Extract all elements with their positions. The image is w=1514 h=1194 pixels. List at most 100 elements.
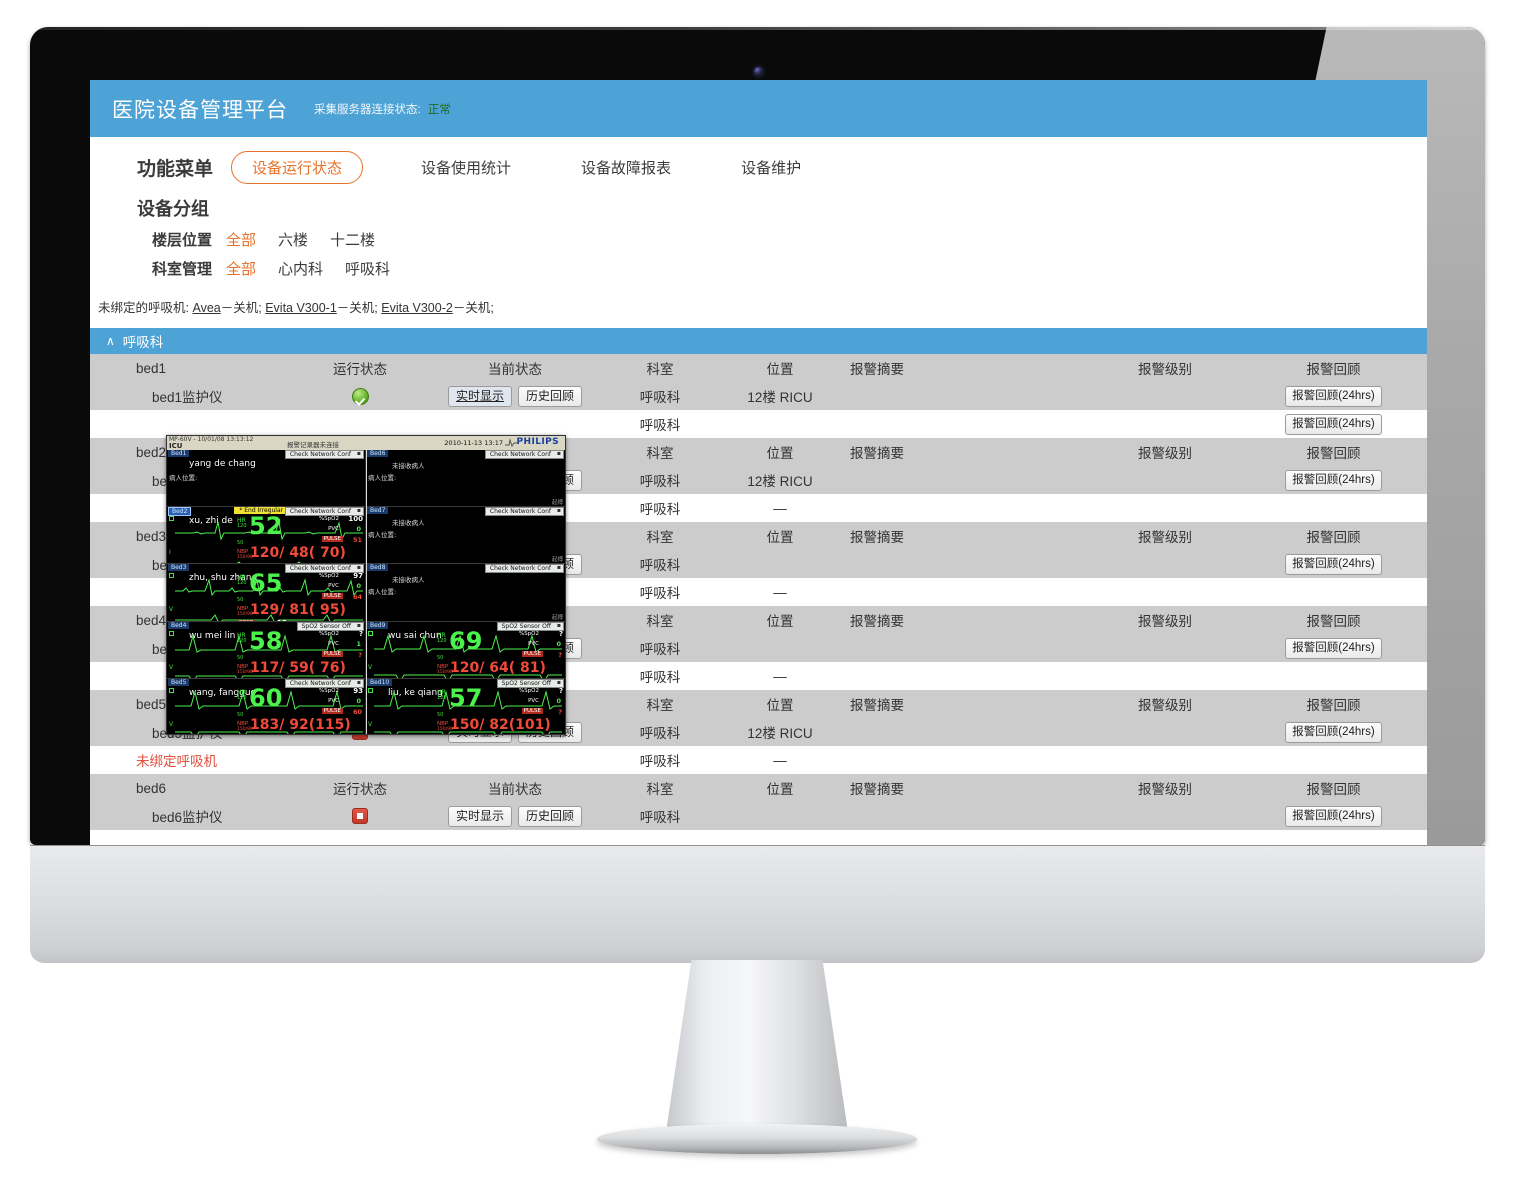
monitor-tile-bed7[interactable]: Bed7 Check Network Conf 未接收病人 病人位置: 起搏	[366, 507, 565, 565]
filter-floor-6f[interactable]: 六楼	[278, 232, 309, 249]
alarm-level-cell	[1090, 466, 1240, 494]
alarm-review-button[interactable]: 报警回顾(24hrs)	[1285, 413, 1382, 435]
run-status-cell	[290, 746, 430, 774]
alarm-level-cell	[1090, 410, 1240, 438]
ventilator-name	[90, 410, 290, 438]
alarm-summary-cell	[840, 578, 1090, 606]
tab-usage-stats[interactable]: 设备使用统计	[421, 160, 512, 177]
chevron-up-icon[interactable]: ∧	[106, 334, 115, 348]
filter-floor-all[interactable]: 全部	[226, 232, 257, 249]
pvc-value: 0	[556, 696, 561, 705]
tab-fault-report[interactable]: 设备故障报表	[581, 160, 672, 177]
pacer-label: 起搏	[551, 500, 563, 507]
network-conf-dropdown[interactable]: Check Network Conf	[484, 564, 564, 574]
device-name: bed1监护仪	[152, 390, 223, 405]
live-display-button[interactable]: 实时显示	[447, 805, 512, 827]
filter-dept-all[interactable]: 全部	[226, 261, 257, 278]
bed-label: Bed8	[367, 564, 389, 572]
filter-dept-respiratory[interactable]: 呼吸科	[345, 261, 391, 278]
monitor-tile-bed6[interactable]: Bed6 Check Network Conf 未接收病人 病人位置: 起搏	[366, 450, 565, 508]
alarm-review-button[interactable]: 报警回顾(24hrs)	[1285, 637, 1382, 659]
run-status-cell	[290, 802, 430, 830]
location-cell: 12楼 RICU	[747, 390, 813, 405]
header-alarm-review: 报警回顾	[1306, 362, 1361, 377]
hr-label: HR	[237, 688, 246, 696]
header-run-status: 运行状态	[333, 782, 387, 797]
pvc-value: 0	[556, 639, 561, 648]
tab-device-status[interactable]: 设备运行状态	[231, 151, 364, 184]
monitor-tile-bed4[interactable]: Bed4 SpO2 Sensor Off wu mei lin V HR 120…	[167, 621, 365, 679]
header-current-status: 当前状态	[488, 782, 542, 797]
resp-value: 16	[477, 734, 487, 735]
bezel-highlight	[30, 27, 1485, 30]
monitor-tile-bed2[interactable]: Bed2 * End Irregular HR Check Network Co…	[167, 507, 365, 565]
unbound-device-avea[interactable]: Avea	[192, 301, 221, 315]
ecg-lead-ii-icon	[169, 516, 174, 523]
alarm-summary-cell	[840, 746, 1090, 774]
monitor-tile-bed1[interactable]: Bed1 Check Network Conf yang de chang 病人…	[167, 450, 365, 508]
network-conf-dropdown[interactable]: Check Network Conf	[484, 450, 564, 459]
alarm-summary-cell	[840, 382, 1090, 410]
header-bed-id: bed3	[136, 528, 167, 544]
location-cell: 12楼 RICU	[747, 726, 813, 741]
monitor-timestamp: 2010-11-13 13:17	[444, 439, 503, 447]
monitor-tile-bed9[interactable]: Bed9 SpO2 Sensor Off wu sai chun V HR 12…	[366, 621, 565, 679]
spo2-sensor-status[interactable]: SpO2 Sensor Off	[496, 678, 564, 688]
live-display-button[interactable]: 实时显示	[447, 385, 512, 407]
spo2-label: %SpO2	[318, 687, 339, 694]
network-conf-dropdown[interactable]: Check Network Conf	[484, 507, 564, 517]
network-conf-dropdown[interactable]: Check Network Conf	[284, 450, 364, 459]
monitor-tile-bed5[interactable]: Bed5 Check Network Conf wang, fangguo V …	[167, 678, 365, 734]
alarm-review-cell: 报警回顾(24hrs)	[1240, 802, 1427, 830]
header-alarm-summary: 报警摘要	[850, 698, 904, 713]
network-conf-dropdown[interactable]: Check Network Conf	[284, 507, 364, 517]
pulse-label: PULSE	[521, 650, 543, 657]
pvc-value: 0	[356, 582, 361, 591]
stop-square-icon	[352, 808, 368, 825]
alarm-review-button[interactable]: 报警回顾(24hrs)	[1285, 469, 1382, 491]
header-bed-id: bed6	[136, 780, 167, 796]
philips-monitor-overlay[interactable]: MP-60V - 10/01/08 13:13:12 ICU 报警记录器未连接 …	[166, 435, 566, 735]
current-status-cell: 实时显示历史回顾	[430, 802, 600, 830]
alarm-level-cell	[1090, 550, 1240, 578]
network-conf-dropdown[interactable]: Check Network Conf	[284, 564, 364, 574]
network-conf-dropdown[interactable]: Check Network Conf	[284, 678, 364, 688]
tab-maintenance[interactable]: 设备维护	[741, 160, 802, 177]
ecg-waveform-bottom	[374, 674, 562, 678]
unbound-device-evita-1[interactable]: Evita V300-1	[265, 301, 337, 315]
vitals-numbers-bed3: HR 120 50 65 %SpO2 97 PVC 0 PULSE 64 NBP	[237, 570, 365, 621]
header-bed-id: bed5	[136, 696, 167, 712]
header-run-status: 运行状态	[333, 362, 387, 377]
spo2-sensor-status[interactable]: SpO2 Sensor Off	[496, 621, 564, 631]
pvc-label: PVC	[528, 640, 539, 647]
alarm-review-button[interactable]: 报警回顾(24hrs)	[1285, 721, 1382, 743]
alarm-review-button[interactable]: 报警回顾(24hrs)	[1285, 805, 1382, 827]
bed-label: Bed3	[168, 564, 190, 572]
unbound-status-avea: －关机;	[220, 301, 262, 315]
unbound-device-evita-2[interactable]: Evita V300-2	[381, 301, 453, 315]
pulse-value: 51	[352, 536, 362, 545]
hr-value: 52	[249, 512, 283, 541]
pulse-value: ?	[558, 707, 562, 716]
department-group-bar[interactable]: ∧ 呼吸科	[90, 328, 1427, 354]
filter-dept-cardiology[interactable]: 心内科	[278, 261, 324, 278]
alarm-review-cell: 报警回顾(24hrs)	[1240, 382, 1427, 410]
monitor-tile-bed3[interactable]: Bed3 Check Network Conf zhu, shu zhang V…	[167, 564, 365, 622]
spo2-sensor-status[interactable]: SpO2 Sensor Off	[296, 621, 364, 631]
history-review-button[interactable]: 历史回顾	[518, 385, 583, 407]
ecg-lead-v-label: V	[169, 663, 174, 671]
alarm-summary-cell	[840, 466, 1090, 494]
monitor-tile-bed10[interactable]: Bed10 SpO2 Sensor Off liu, ke qiang V HR…	[366, 678, 565, 735]
pvc-value: 0	[356, 525, 361, 534]
nbp-value: 150/ 82(101)	[450, 716, 551, 733]
app-header: 医院设备管理平台 采集服务器连接状态: 正常	[90, 80, 1427, 137]
monitor-tile-bed8[interactable]: Bed8 Check Network Conf 未接收病人 病人位置: 起搏	[366, 564, 565, 622]
patient-name: yang de chang	[189, 459, 256, 469]
history-review-button[interactable]: 历史回顾	[518, 805, 583, 827]
filter-floor-12f[interactable]: 十二楼	[330, 232, 376, 249]
alarm-review-button[interactable]: 报警回顾(24hrs)	[1285, 385, 1382, 407]
table-header-row: bed6 运行状态 当前状态 科室 位置 报警摘要 报警级别 报警回顾	[90, 774, 1427, 802]
alarm-review-button[interactable]: 报警回顾(24hrs)	[1285, 553, 1382, 575]
alarm-level-cell	[1090, 802, 1240, 830]
header-alarm-review: 报警回顾	[1306, 530, 1361, 545]
